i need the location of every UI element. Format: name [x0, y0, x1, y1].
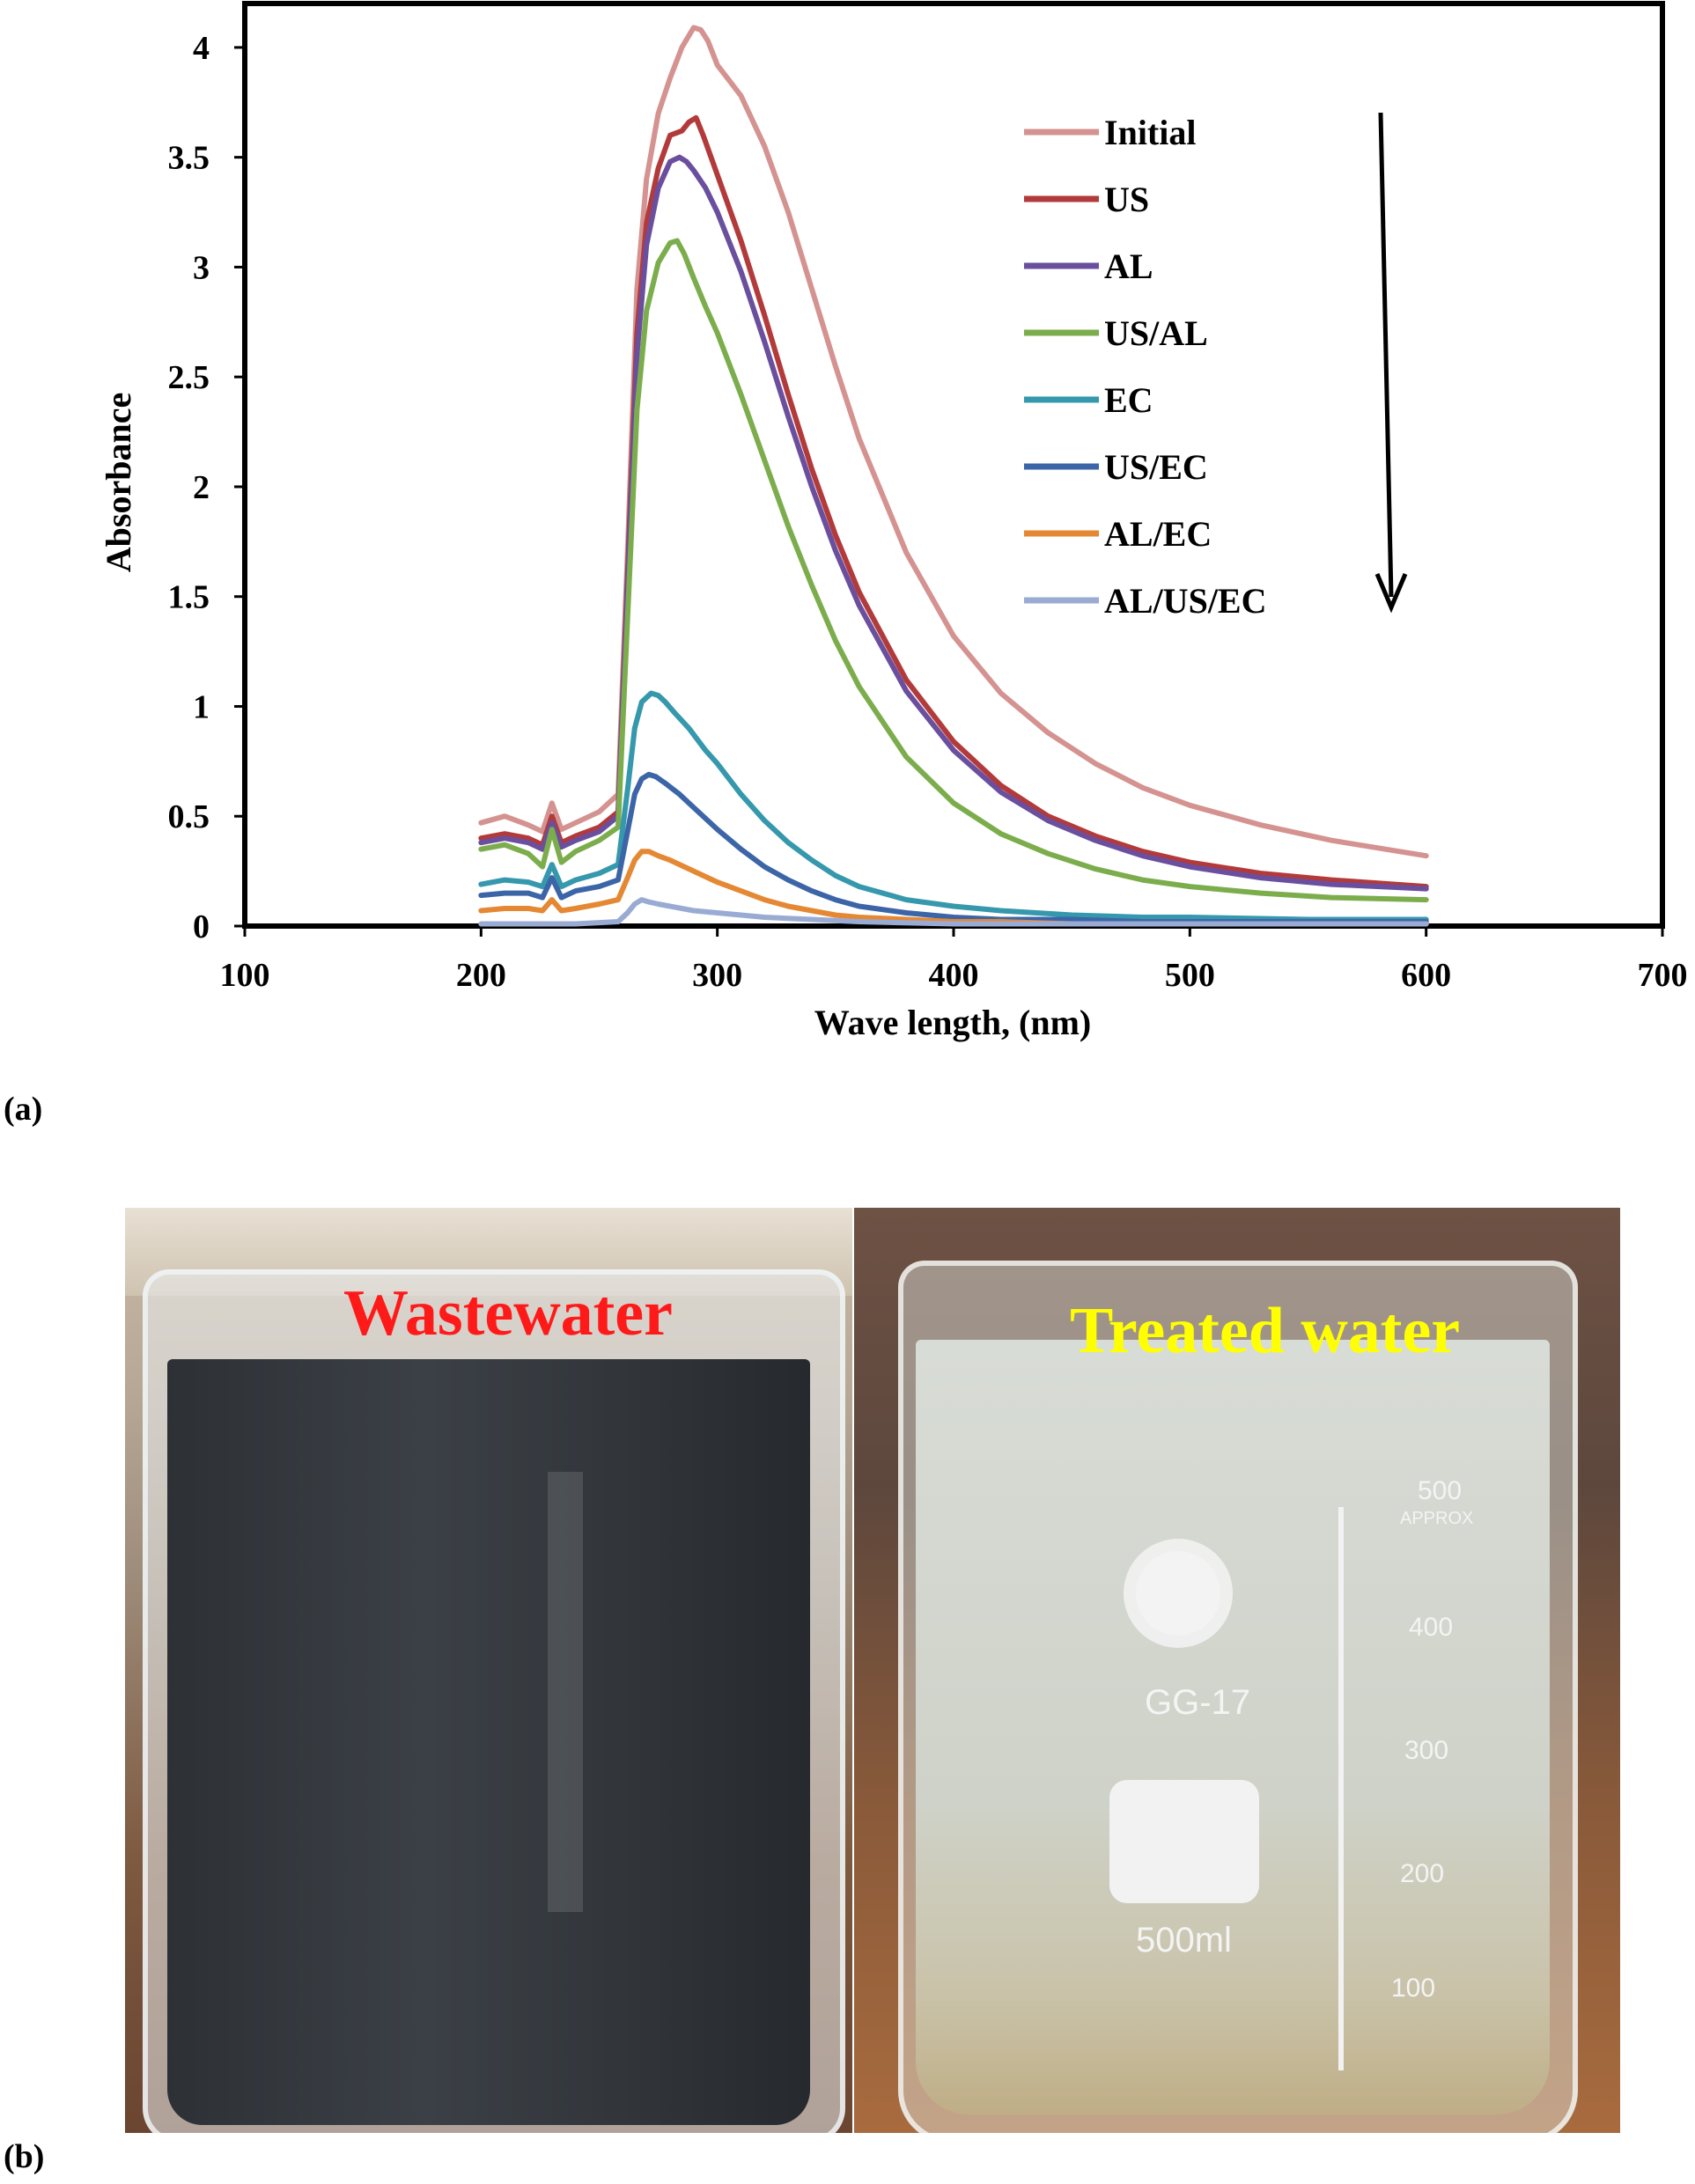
y-tick-label: 0.5	[168, 798, 210, 835]
x-tick-label: 400	[929, 957, 979, 994]
beaker-label-patch	[1109, 1780, 1259, 1903]
wastewater-caption: Wastewater	[343, 1277, 673, 1349]
series-line-us-al	[478, 238, 1429, 903]
x-tick-label: 600	[1401, 957, 1451, 994]
legend-label: US/EC	[1104, 447, 1208, 487]
legend: Initial US AL US/AL EC US/EC AL/EC AL/US/EC	[1024, 113, 1267, 621]
gear-logo-icon	[1136, 1551, 1220, 1636]
y-tick-label: 2.5	[168, 359, 210, 396]
legend-label: AL/EC	[1104, 514, 1212, 554]
series-line-ec	[478, 690, 1429, 923]
y-tick-label: 2	[193, 469, 210, 506]
series-line-al	[478, 154, 1429, 892]
graduation-scale	[1338, 1507, 1344, 2070]
series-lines	[478, 25, 1429, 927]
arrow-head	[1374, 573, 1408, 614]
y-tick-label: 3	[193, 249, 210, 286]
beaker-model-text: GG-17	[1145, 1683, 1251, 1722]
panel-label-b: (b)	[4, 2138, 45, 2175]
axes: 100 200 300 400 500 600 700 0 0.5 1 1.5 2 2.5 3 3.5 4	[168, 1, 1688, 994]
x-tick-label: 700	[1638, 957, 1688, 994]
clear-treated-liquid	[916, 1340, 1550, 2114]
legend-label: US/AL	[1104, 313, 1208, 353]
absorbance-chart: 100 200 300 400 500 600 700 0 0.5 1 1.5 2 2.5 3 3.5 4 I…	[99, 1, 1688, 1042]
scale-label-approx: APPROX	[1400, 1509, 1474, 1528]
legend-label: EC	[1104, 380, 1153, 420]
x-axis-title: Wave length, (nm)	[814, 1003, 1091, 1042]
wastewater-photo: Wastewater	[125, 1208, 852, 2133]
legend-label: AL/US/EC	[1104, 581, 1267, 621]
series-line-us	[478, 114, 1429, 890]
panel-label-a: (a)	[4, 1091, 43, 1128]
trend-arrow	[1374, 112, 1408, 614]
x-tick-label: 500	[1165, 957, 1215, 994]
series-line-us-ec	[478, 771, 1429, 924]
beaker-capacity-text: 500ml	[1136, 1921, 1232, 1960]
plot-frame	[242, 1, 1665, 929]
scale-label-200: 200	[1400, 1859, 1445, 1888]
treated-water-caption: Treated water	[1070, 1295, 1461, 1367]
y-tick-label: 4	[193, 30, 210, 67]
legend-label: US	[1104, 180, 1149, 219]
y-tick-label: 1	[193, 688, 210, 725]
y-tick-label: 3.5	[168, 140, 210, 177]
series-line-initial	[478, 25, 1429, 859]
scale-label-400: 400	[1409, 1613, 1454, 1642]
arrow-shaft	[1378, 112, 1394, 598]
x-tick-label: 100	[220, 957, 270, 994]
dark-wastewater-liquid	[167, 1359, 810, 2125]
scale-label-100: 100	[1391, 1974, 1436, 2003]
legend-label: AL	[1104, 246, 1153, 286]
y-tick-label: 0	[193, 908, 210, 945]
x-tick-label: 300	[692, 957, 742, 994]
x-tick-label: 200	[456, 957, 506, 994]
treated-water-photo: 500 APPROX 400 300 200 100 GG-17 500ml T…	[854, 1208, 1620, 2133]
series-line-al-us-ec	[478, 897, 1429, 927]
y-tick-label: 1.5	[168, 579, 210, 616]
scale-label-500: 500	[1418, 1476, 1463, 1505]
glass-reflection	[548, 1472, 583, 1912]
scale-label-300: 300	[1404, 1736, 1449, 1765]
y-axis-title: Absorbance	[99, 393, 138, 572]
legend-label: Initial	[1104, 113, 1196, 152]
